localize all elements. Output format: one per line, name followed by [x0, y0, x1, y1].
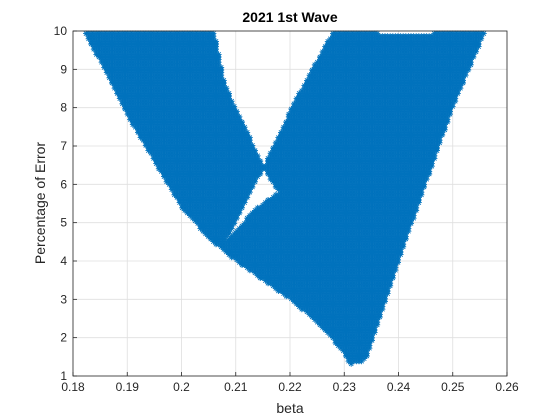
data-point: [241, 199, 248, 206]
data-point: [231, 220, 238, 227]
data-point: [257, 171, 264, 177]
data-points: [83, 30, 487, 367]
data-point: [252, 178, 258, 185]
data-point: [249, 184, 256, 190]
data-point: [228, 225, 235, 232]
data-point: [244, 194, 251, 201]
data-point: [233, 215, 240, 222]
data-point: [239, 204, 245, 211]
data-point: [246, 189, 253, 196]
data-point: [254, 173, 261, 180]
data-point: [226, 230, 232, 237]
data-point: [223, 233, 230, 240]
data-point: [236, 210, 243, 216]
